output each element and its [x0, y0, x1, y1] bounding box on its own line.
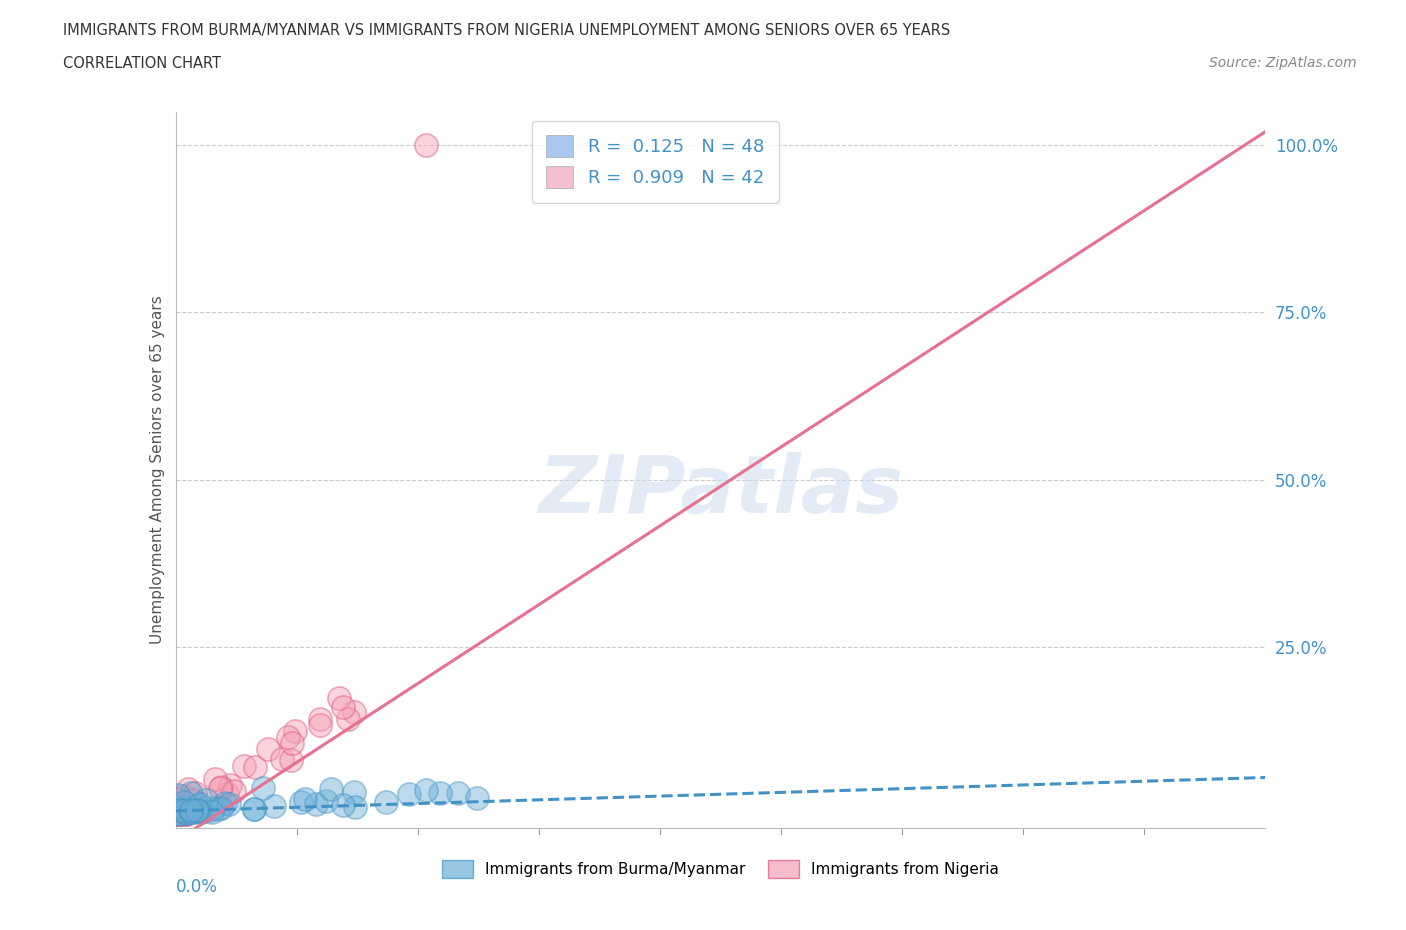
Point [201, 801, 224, 816]
Point [187, 804, 209, 818]
Point [415, 138, 437, 153]
Point [375, 794, 398, 809]
Point [174, 806, 197, 821]
Point [257, 742, 280, 757]
Point [309, 712, 332, 727]
Point [190, 804, 212, 819]
Point [344, 799, 367, 814]
Point [184, 804, 207, 819]
Point [172, 805, 194, 820]
Text: ZIPatlas: ZIPatlas [538, 452, 903, 530]
Point [167, 805, 190, 820]
Point [343, 705, 366, 720]
Point [180, 786, 202, 801]
Point [176, 806, 198, 821]
Point [167, 807, 190, 822]
Point [429, 786, 451, 801]
Point [180, 805, 202, 820]
Point [447, 785, 470, 800]
Point [177, 803, 200, 817]
Point [173, 797, 195, 812]
Point [209, 781, 232, 796]
Point [252, 781, 274, 796]
Point [342, 785, 364, 800]
Point [315, 793, 337, 808]
Point [194, 793, 217, 808]
Point [186, 795, 208, 810]
Point [167, 806, 190, 821]
Point [398, 787, 420, 802]
Point [209, 801, 232, 816]
Point [337, 712, 360, 727]
Point [173, 789, 195, 804]
Point [174, 807, 197, 822]
Point [167, 799, 190, 814]
Point [170, 804, 193, 818]
Point [209, 780, 232, 795]
Point [169, 803, 191, 817]
Point [172, 804, 194, 818]
Point [184, 785, 207, 800]
Point [167, 807, 190, 822]
Point [214, 796, 236, 811]
Point [188, 797, 211, 812]
Point [167, 788, 190, 803]
Point [280, 752, 302, 767]
Point [173, 795, 195, 810]
Point [173, 794, 195, 809]
Point [263, 799, 285, 814]
Text: 0.0%: 0.0% [176, 878, 218, 896]
Point [200, 803, 222, 817]
Point [305, 796, 328, 811]
Point [173, 801, 195, 816]
Point [328, 691, 350, 706]
Point [167, 807, 190, 822]
Point [180, 803, 202, 817]
Point [201, 804, 224, 819]
Legend: Immigrants from Burma/Myanmar, Immigrants from Nigeria: Immigrants from Burma/Myanmar, Immigrant… [436, 854, 1005, 884]
Point [290, 795, 312, 810]
Point [283, 724, 305, 738]
Point [217, 787, 239, 802]
Point [187, 798, 209, 813]
Point [309, 717, 332, 732]
Point [271, 751, 294, 766]
Point [465, 790, 488, 805]
Y-axis label: Unemployment Among Seniors over 65 years: Unemployment Among Seniors over 65 years [149, 296, 165, 644]
Point [232, 758, 254, 773]
Point [332, 798, 354, 813]
Point [170, 807, 193, 822]
Point [167, 804, 190, 819]
Point [294, 791, 316, 806]
Point [277, 729, 299, 744]
Text: CORRELATION CHART: CORRELATION CHART [63, 56, 221, 71]
Point [167, 791, 190, 806]
Point [280, 736, 302, 751]
Point [177, 781, 200, 796]
Point [170, 801, 193, 816]
Point [183, 803, 205, 817]
Text: IMMIGRANTS FROM BURMA/MYANMAR VS IMMIGRANTS FROM NIGERIA UNEMPLOYMENT AMONG SENI: IMMIGRANTS FROM BURMA/MYANMAR VS IMMIGRA… [63, 23, 950, 38]
Point [187, 803, 209, 817]
Point [174, 805, 197, 820]
Point [186, 803, 208, 817]
Point [190, 801, 212, 816]
Point [321, 782, 343, 797]
Text: Source: ZipAtlas.com: Source: ZipAtlas.com [1209, 56, 1357, 70]
Point [415, 783, 437, 798]
Point [181, 792, 204, 807]
Point [204, 771, 226, 786]
Point [332, 699, 354, 714]
Point [243, 801, 266, 816]
Point [218, 797, 240, 812]
Point [219, 777, 242, 792]
Point [243, 801, 266, 816]
Point [181, 799, 204, 814]
Point [243, 760, 266, 775]
Point [186, 804, 208, 818]
Point [207, 802, 229, 817]
Point [222, 784, 245, 799]
